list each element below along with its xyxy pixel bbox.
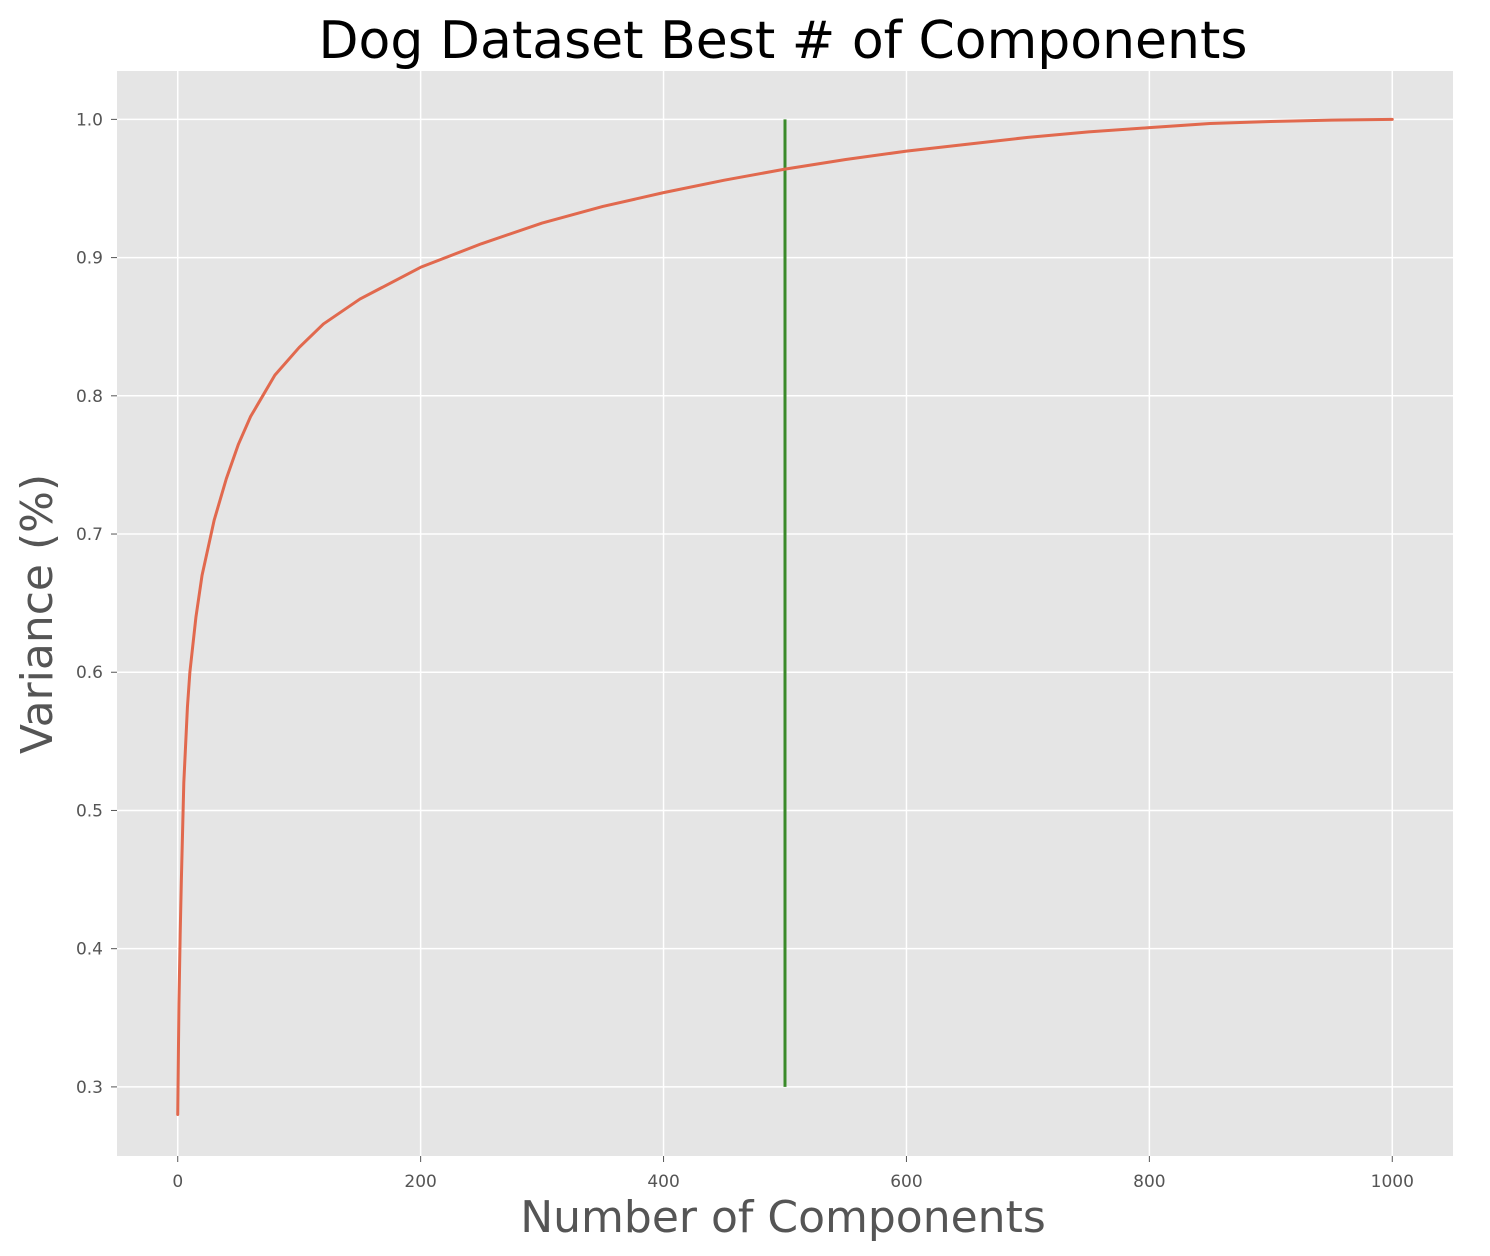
chart-title: Dog Dataset Best # of Components	[319, 11, 1248, 71]
y-tick-label: 0.6	[76, 663, 103, 683]
y-tick-label: 0.9	[76, 249, 103, 269]
ticks: 0 200 400 600 800 1000 0.3 0.4 0.5 0.6 0.7 0.8 0.9 1.…	[76, 110, 1414, 1192]
y-axis-label: Variance (%)	[12, 474, 63, 754]
y-tick-label: 0.5	[76, 801, 103, 821]
y-tick-label: 1.0	[76, 110, 103, 130]
y-tick-label: 0.4	[76, 940, 103, 960]
x-tick-label: 600	[890, 1172, 922, 1192]
x-tick-label: 200	[404, 1172, 436, 1192]
y-tick-label: 0.3	[76, 1078, 103, 1098]
x-tick-label: 400	[647, 1172, 679, 1192]
x-axis-label: Number of Components	[520, 1192, 1046, 1243]
x-tick-label: 800	[1133, 1172, 1165, 1192]
series-layer	[176, 117, 1394, 1117]
series-line	[176, 117, 1394, 1117]
y-tick-label: 0.8	[76, 387, 103, 407]
y-tick-label: 0.7	[76, 525, 103, 545]
x-tick-label: 1000	[1371, 1172, 1414, 1192]
x-tick-label: 0	[172, 1172, 183, 1192]
